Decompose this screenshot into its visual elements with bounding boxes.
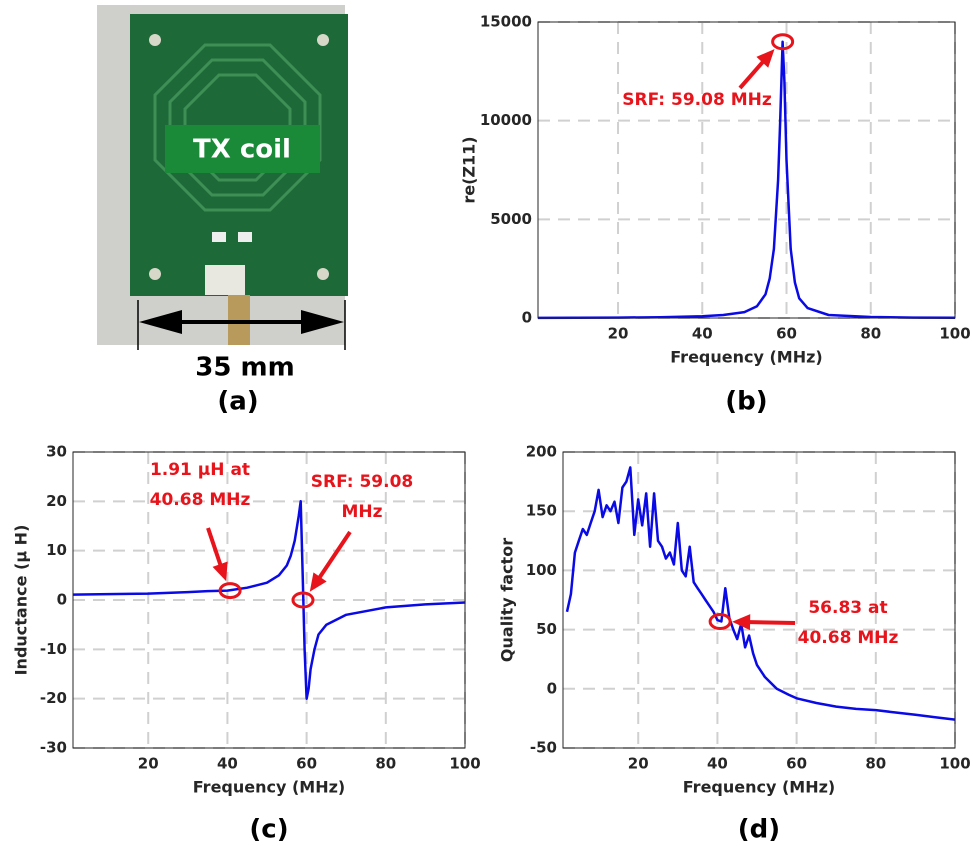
coil — [153, 43, 322, 212]
y-tick-label: 10 — [46, 541, 67, 559]
caption: (c) — [249, 815, 288, 845]
caption: (a) — [217, 387, 258, 417]
y-tick-label: -50 — [530, 739, 557, 757]
annotation-marker — [218, 582, 242, 600]
y-tick-label: 5000 — [490, 210, 532, 228]
annotation-marker — [771, 33, 795, 51]
component — [238, 232, 252, 242]
x-tick-label: 80 — [865, 755, 886, 773]
y-tick-label: 200 — [526, 443, 557, 461]
x-tick-label: 60 — [776, 325, 797, 343]
annotation-text: MHz — [341, 502, 382, 522]
x-tick-label: 20 — [628, 755, 649, 773]
x-tick-label: 60 — [296, 755, 317, 773]
y-tick-label: -30 — [40, 739, 67, 757]
annotation-text: 40.68 MHz — [798, 628, 899, 648]
annotation-arrow-head — [212, 561, 228, 582]
annotation-arrow — [206, 527, 225, 571]
y-tick-label: 0 — [522, 309, 532, 327]
y-tick-label: 20 — [46, 492, 67, 510]
label-box — [165, 125, 320, 173]
annotation-text: 40.68 MHz — [150, 490, 251, 510]
x-tick-label: 20 — [138, 755, 159, 773]
x-tick-label: 40 — [692, 325, 713, 343]
arrow-head — [301, 310, 344, 334]
caption: (b) — [725, 387, 767, 417]
annotation-arrow — [744, 619, 796, 625]
x-tick-label: 100 — [449, 755, 480, 773]
plot-area — [73, 452, 465, 748]
y-tick-label: 0 — [547, 679, 557, 697]
data-line — [537, 40, 956, 320]
photo: TX coil 35 mm (a) — [97, 5, 348, 417]
annotation-text: SRF: 59.08 — [311, 472, 414, 492]
y-tick-label: 10000 — [480, 111, 532, 129]
y-tick-label: 150 — [526, 502, 557, 520]
x-tick-label: 20 — [608, 325, 629, 343]
plot-area — [563, 452, 955, 748]
y-axis-label: re(Z11) — [460, 136, 479, 203]
axis-box — [72, 451, 466, 749]
caption: (d) — [738, 815, 780, 845]
y-tick-label: 15000 — [480, 13, 532, 31]
x-tick-label: 80 — [860, 325, 881, 343]
annotation-arrow — [738, 56, 768, 90]
y-tick-label: 30 — [46, 443, 67, 461]
x-tick-label: 80 — [375, 755, 396, 773]
annotation-text: 1.91 μH at — [150, 460, 250, 480]
holes — [149, 34, 329, 280]
annotation-arrow-head — [756, 49, 775, 68]
x-axis-label: Frequency (MHz) — [193, 778, 345, 797]
annotation-text: 56.83 at — [808, 598, 887, 618]
arrow-head — [139, 310, 182, 334]
x-tick-label: 40 — [707, 755, 728, 773]
y-tick-label: 50 — [536, 620, 557, 638]
plot-area — [538, 22, 955, 318]
annotation-marker — [291, 591, 315, 609]
annotation-arrow-head — [309, 572, 327, 592]
connector — [205, 265, 245, 295]
annotation-text: SRF: 59.08 MHz — [622, 90, 772, 110]
y-axis-label: Inductance (μ H) — [12, 525, 31, 676]
y-axis-label: Quality factor — [498, 538, 517, 662]
x-axis-label: Frequency (MHz) — [683, 778, 835, 797]
annotation-arrow-head — [732, 614, 751, 631]
x-tick-label: 100 — [939, 325, 970, 343]
y-tick-label: -10 — [40, 640, 67, 658]
axis-box — [537, 21, 956, 319]
x-tick-label: 60 — [786, 755, 807, 773]
x-axis-label: Frequency (MHz) — [670, 348, 822, 367]
annotation-arrow — [314, 530, 352, 584]
y-tick-label: 0 — [57, 591, 67, 609]
axis-box — [562, 451, 956, 749]
dimension: 35 mm — [195, 353, 294, 383]
component — [212, 232, 226, 242]
x-tick-label: 40 — [217, 755, 238, 773]
x-tick-label: 100 — [939, 755, 970, 773]
y-tick-label: 100 — [526, 561, 557, 579]
photo-label: TX coil — [193, 135, 291, 165]
data-line — [565, 466, 956, 721]
annotation-marker — [708, 613, 732, 631]
data-line — [72, 500, 466, 700]
y-tick-label: -20 — [40, 689, 67, 707]
